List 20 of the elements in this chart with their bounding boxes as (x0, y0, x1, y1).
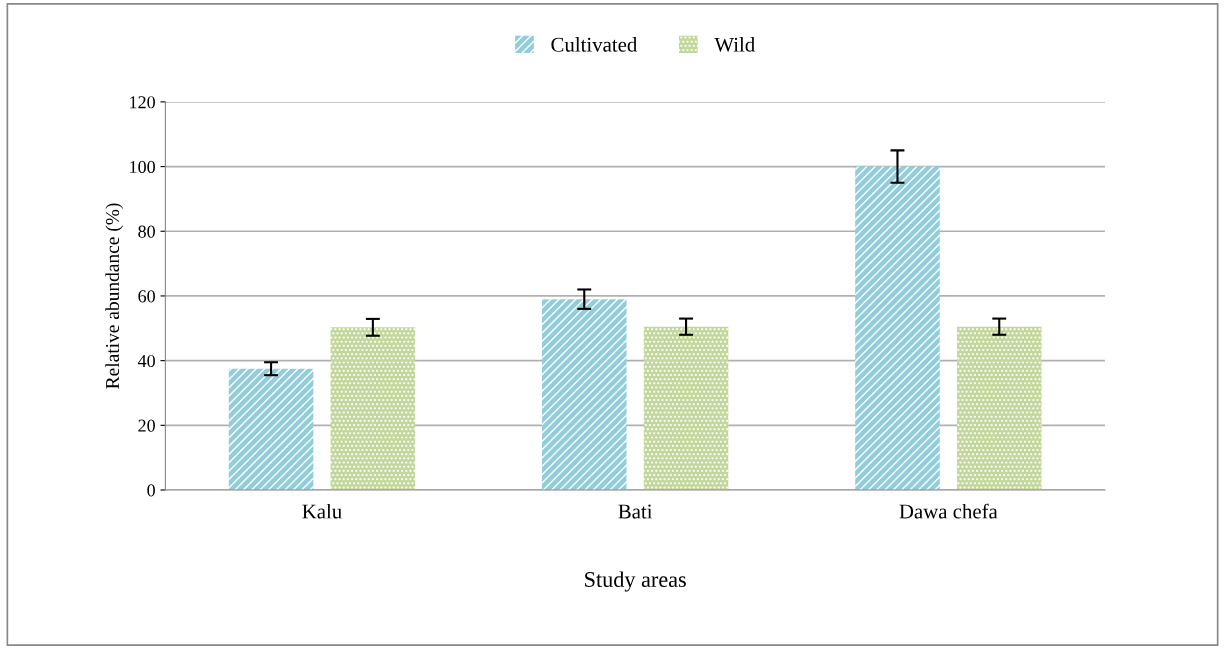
x-tick-label: Kalu (302, 503, 342, 519)
legend-label: Wild (714, 37, 755, 52)
y-tick-label: 100 (130, 160, 155, 174)
y-tick-label: 120 (130, 96, 155, 109)
bar (330, 327, 416, 490)
x-axis-title: Study areas (585, 571, 686, 592)
y-tick-label: 40 (137, 354, 155, 368)
x-tick-label: Dawa chefa (899, 503, 998, 519)
y-tick-label: 60 (138, 290, 155, 303)
y-tick-label: 20 (138, 419, 155, 432)
bar (643, 326, 729, 490)
y-tick-label: 0 (147, 484, 155, 497)
legend-label: Cultivated (551, 37, 638, 52)
bar (541, 299, 627, 490)
bar (956, 326, 1042, 490)
bar (228, 368, 314, 490)
bar (855, 166, 940, 490)
y-axis-title: Relative abundance (%) (105, 203, 124, 389)
y-tick-label: 80 (138, 225, 155, 238)
x-tick-label: Bati (618, 504, 653, 519)
